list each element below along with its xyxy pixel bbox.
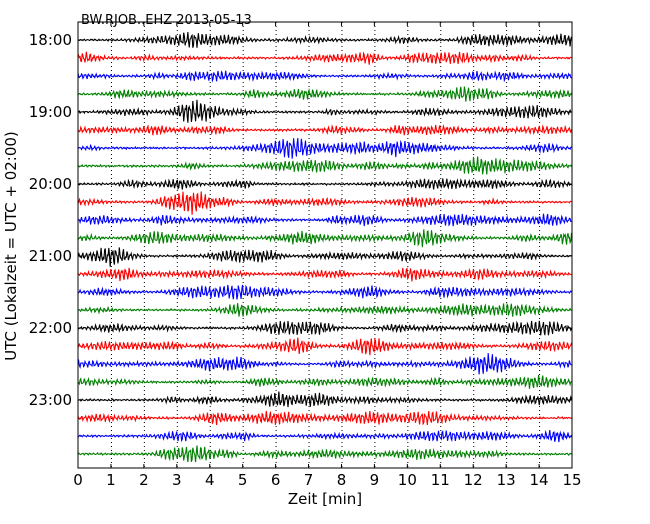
trace-2115	[77, 267, 572, 282]
x-tick-label: 8	[337, 471, 347, 489]
plot-frame	[77, 21, 573, 469]
trace-layer	[77, 32, 573, 463]
x-tick-label: 11	[431, 471, 450, 489]
trace-2145	[77, 302, 572, 317]
trace-2200	[77, 320, 573, 336]
trace-1830	[77, 70, 572, 83]
x-tick-label: 13	[497, 471, 516, 489]
trace-1845	[77, 86, 573, 102]
x-tick-label: 0	[73, 471, 83, 489]
trace-2100	[77, 247, 572, 267]
trace-1930	[77, 138, 572, 159]
trace-2345	[77, 445, 572, 463]
x-tick-label: 12	[464, 471, 483, 489]
x-tick-label: 5	[238, 471, 248, 489]
trace-2130	[77, 284, 572, 300]
x-tick-label: 7	[304, 471, 314, 489]
y-tick-label: 19:00	[29, 103, 72, 121]
x-tick-label: 3	[172, 471, 182, 489]
x-tick-label: 10	[398, 471, 417, 489]
trace-2245	[77, 374, 572, 389]
y-tick-label: 23:00	[29, 391, 72, 409]
trace-2315	[77, 410, 572, 426]
trace-1915	[77, 123, 573, 136]
trace-2300	[77, 391, 573, 408]
x-tick-label: 15	[562, 471, 581, 489]
chart-title: BW.RJOB..EHZ 2013-05-13	[81, 13, 252, 28]
trace-2030	[77, 213, 572, 227]
trace-1815	[77, 51, 572, 65]
x-tick-label: 2	[139, 471, 149, 489]
trace-2215	[77, 337, 573, 356]
x-tick-label: 14	[530, 471, 549, 489]
x-axis-label: Zeit [min]	[288, 490, 362, 508]
trace-1945	[77, 156, 572, 175]
x-tick-label: 9	[370, 471, 380, 489]
trace-2000	[77, 178, 572, 190]
trace-1800	[77, 32, 573, 48]
x-tick-label: 6	[271, 471, 281, 489]
y-axis-label: UTC (Lokalzeit = UTC + 02:00)	[2, 131, 20, 361]
trace-1900	[77, 99, 572, 123]
y-tick-label: 18:00	[29, 31, 72, 49]
x-tick-label: 4	[205, 471, 215, 489]
trace-2045	[77, 229, 573, 248]
tick-layer: 0 1 2 3 4 5 6 7 8 9 10 11 12 13 14 1518:0019:0020:0021:…	[29, 22, 582, 489]
y-tick-label: 21:00	[29, 247, 72, 265]
trace-2230	[77, 353, 572, 375]
y-tick-label: 20:00	[29, 175, 72, 193]
trace-2015	[77, 191, 572, 215]
trace-2330	[77, 429, 573, 443]
x-tick-label: 1	[106, 471, 116, 489]
y-tick-label: 22:00	[29, 319, 72, 337]
